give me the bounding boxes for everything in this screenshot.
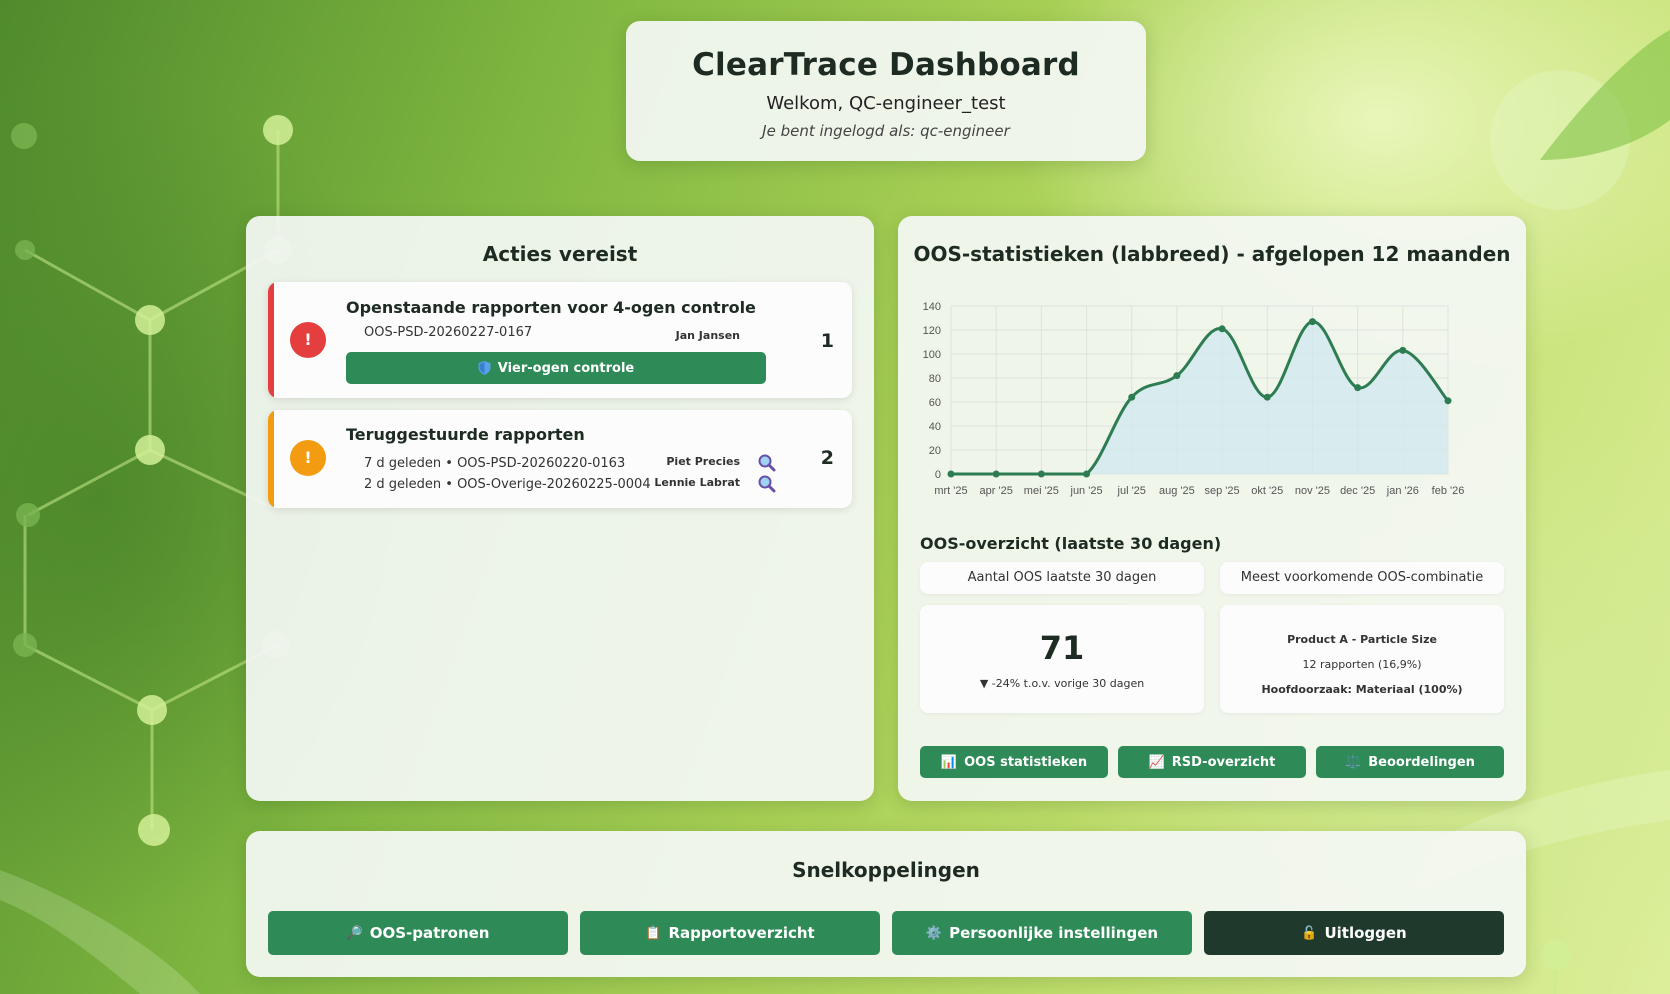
overview-title: OOS-overzicht (laatste 30 dagen)	[920, 534, 1222, 553]
four-eyes-review-button[interactable]: Vier-ogen controle	[346, 352, 766, 384]
data-point	[947, 470, 955, 478]
returned-reports-item: ! Teruggestuurde rapporten 7 d geleden •…	[268, 410, 852, 508]
assessments-label: Beoordelingen	[1368, 754, 1475, 770]
returned-reports-stripe	[268, 410, 274, 508]
oos-statistics-button[interactable]: 📊 OOS statistieken	[920, 746, 1108, 778]
oos-combo-label: Meest voorkomende OOS-combinatie	[1220, 562, 1504, 594]
oos-combo-name: Product A - Particle Size	[1287, 633, 1437, 646]
gear-icon: ⚙️	[925, 925, 943, 941]
y-tick-label: 40	[929, 421, 941, 433]
oos-combo-cause: Hoofdoorzaak: Materiaal (100%)	[1261, 683, 1463, 696]
x-tick-label: jul '25	[1117, 485, 1146, 497]
quick-links-heading: Snelkoppelingen	[792, 858, 980, 882]
magnifier-icon[interactable]	[758, 454, 776, 472]
oos-patterns-label: OOS-patronen	[369, 924, 490, 942]
personal-settings-button[interactable]: ⚙️ Persoonlijke instellingen	[892, 911, 1192, 955]
x-tick-label: okt '25	[1251, 485, 1283, 497]
y-tick-label: 0	[935, 469, 941, 481]
y-tick-label: 80	[929, 373, 941, 385]
logout-label: Uitloggen	[1324, 924, 1407, 942]
oos-count-label: Aantal OOS laatste 30 dagen	[920, 562, 1204, 594]
shield-icon	[478, 361, 491, 375]
scales-icon: ⚖️	[1345, 754, 1362, 770]
x-tick-label: sep '25	[1205, 485, 1240, 497]
rsd-overview-label: RSD-overzicht	[1171, 754, 1276, 770]
header-card: ClearTrace Dashboard Welkom, QC-engineer…	[626, 21, 1146, 161]
statistics-heading: OOS-statistieken (labbreed) - afgelopen …	[913, 242, 1511, 266]
bar-chart-icon: 📊	[940, 754, 958, 770]
four-eyes-review-label: Vier-ogen controle	[497, 360, 635, 376]
unlock-icon: 🔓	[1301, 925, 1318, 941]
data-point	[1173, 372, 1181, 380]
data-point	[992, 470, 1000, 478]
pending-review-stripe	[268, 282, 274, 398]
welcome-text: Welkom, QC-engineer_test	[766, 93, 1006, 114]
data-point	[1083, 470, 1091, 478]
returned-reports-title: Teruggestuurde rapporten	[346, 425, 585, 444]
oos-statistics-label: OOS statistieken	[964, 754, 1088, 770]
report-overview-button[interactable]: 📋 Rapportoverzicht	[580, 911, 880, 955]
y-tick-label: 100	[923, 349, 941, 361]
logged-in-as-text: Je bent ingelogd als: qc-engineer	[762, 122, 1010, 140]
y-tick-label: 20	[929, 445, 941, 457]
report-overview-label: Rapportoverzicht	[668, 924, 815, 942]
pending-review-count: 1	[820, 330, 834, 352]
clipboard-icon: 📋	[645, 925, 662, 941]
chart-y-ticks: 0 20 40 60 80 100 120 140	[923, 301, 941, 481]
x-tick-label: jan '26	[1386, 485, 1419, 497]
warning-icon: !	[290, 440, 326, 476]
chart-x-ticks: mrt '25 apr '25 mei '25 jun '25 jul '25 aug '…	[934, 485, 1464, 497]
quick-links-card: Snelkoppelingen 🔎 OOS-patronen 📋 Rapport…	[246, 831, 1526, 977]
chart-area-fill	[951, 321, 1448, 474]
chart-points	[947, 318, 1452, 478]
y-tick-label: 60	[929, 397, 941, 409]
oos-combo-box: Product A - Particle Size 12 rapporten (…	[1220, 605, 1504, 713]
personal-settings-label: Persoonlijke instellingen	[949, 924, 1159, 942]
data-point	[1128, 393, 1136, 401]
returned-reports-count: 2	[820, 447, 834, 469]
data-point	[1037, 470, 1045, 478]
x-tick-label: nov '25	[1295, 485, 1330, 497]
x-tick-label: apr '25	[980, 485, 1013, 497]
data-point	[1354, 384, 1362, 392]
actions-required-card: Acties vereist ! Openstaande rapporten v…	[246, 216, 874, 801]
data-point	[1308, 318, 1316, 326]
oos-count-change: ▼ -24% t.o.v. vorige 30 dagen	[979, 677, 1145, 690]
returned-report-row[interactable]: 7 d geleden • OOS-PSD-20260220-0163	[364, 456, 626, 471]
oos-statistics-card: OOS-statistieken (labbreed) - afgelopen …	[898, 216, 1526, 801]
x-tick-label: aug '25	[1159, 485, 1195, 497]
oos-trend-chart: 0 20 40 60 80 100 120 140 mrt '25 apr '25 mei '25…	[923, 301, 1465, 497]
rsd-overview-button[interactable]: 📈 RSD-overzicht	[1118, 746, 1306, 778]
pending-report-link[interactable]: OOS-PSD-20260227-0167	[364, 325, 533, 340]
y-tick-label: 140	[923, 301, 941, 313]
pending-report-person: Jan Jansen	[675, 329, 740, 342]
alert-icon: !	[290, 322, 326, 358]
pending-review-title: Openstaande rapporten voor 4-ogen contro…	[346, 298, 756, 317]
x-tick-label: mei '25	[1024, 485, 1059, 497]
pending-review-item: ! Openstaande rapporten voor 4-ogen cont…	[268, 282, 852, 398]
x-tick-label: mrt '25	[934, 485, 967, 497]
oos-patterns-button[interactable]: 🔎 OOS-patronen	[268, 911, 568, 955]
data-point	[1263, 393, 1271, 401]
data-point	[1218, 325, 1226, 333]
returned-report-row[interactable]: 2 d geleden • OOS-Overige-20260225-0004	[364, 477, 651, 492]
logout-button[interactable]: 🔓 Uitloggen	[1204, 911, 1504, 955]
page-title: ClearTrace Dashboard	[692, 47, 1080, 83]
x-tick-label: jun '25	[1070, 485, 1103, 497]
magnifier-icon[interactable]	[758, 475, 776, 493]
returned-report-person: Piet Precies	[666, 455, 740, 468]
line-chart-icon: 📈	[1148, 754, 1165, 770]
x-tick-label: feb '26	[1432, 485, 1465, 497]
oos-count-value: 71	[1039, 629, 1085, 667]
oos-combo-reports: 12 rapporten (16,9%)	[1302, 658, 1422, 671]
oos-count-box: 71 ▼ -24% t.o.v. vorige 30 dagen	[920, 605, 1204, 713]
data-point	[1399, 346, 1407, 354]
actions-heading: Acties vereist	[482, 242, 638, 266]
returned-report-person: Lennie Labrat	[654, 476, 740, 489]
data-point	[1444, 397, 1452, 405]
x-tick-label: dec '25	[1340, 485, 1375, 497]
y-tick-label: 120	[923, 325, 941, 337]
assessments-button[interactable]: ⚖️ Beoordelingen	[1316, 746, 1504, 778]
magnifier-icon: 🔎	[346, 925, 363, 941]
